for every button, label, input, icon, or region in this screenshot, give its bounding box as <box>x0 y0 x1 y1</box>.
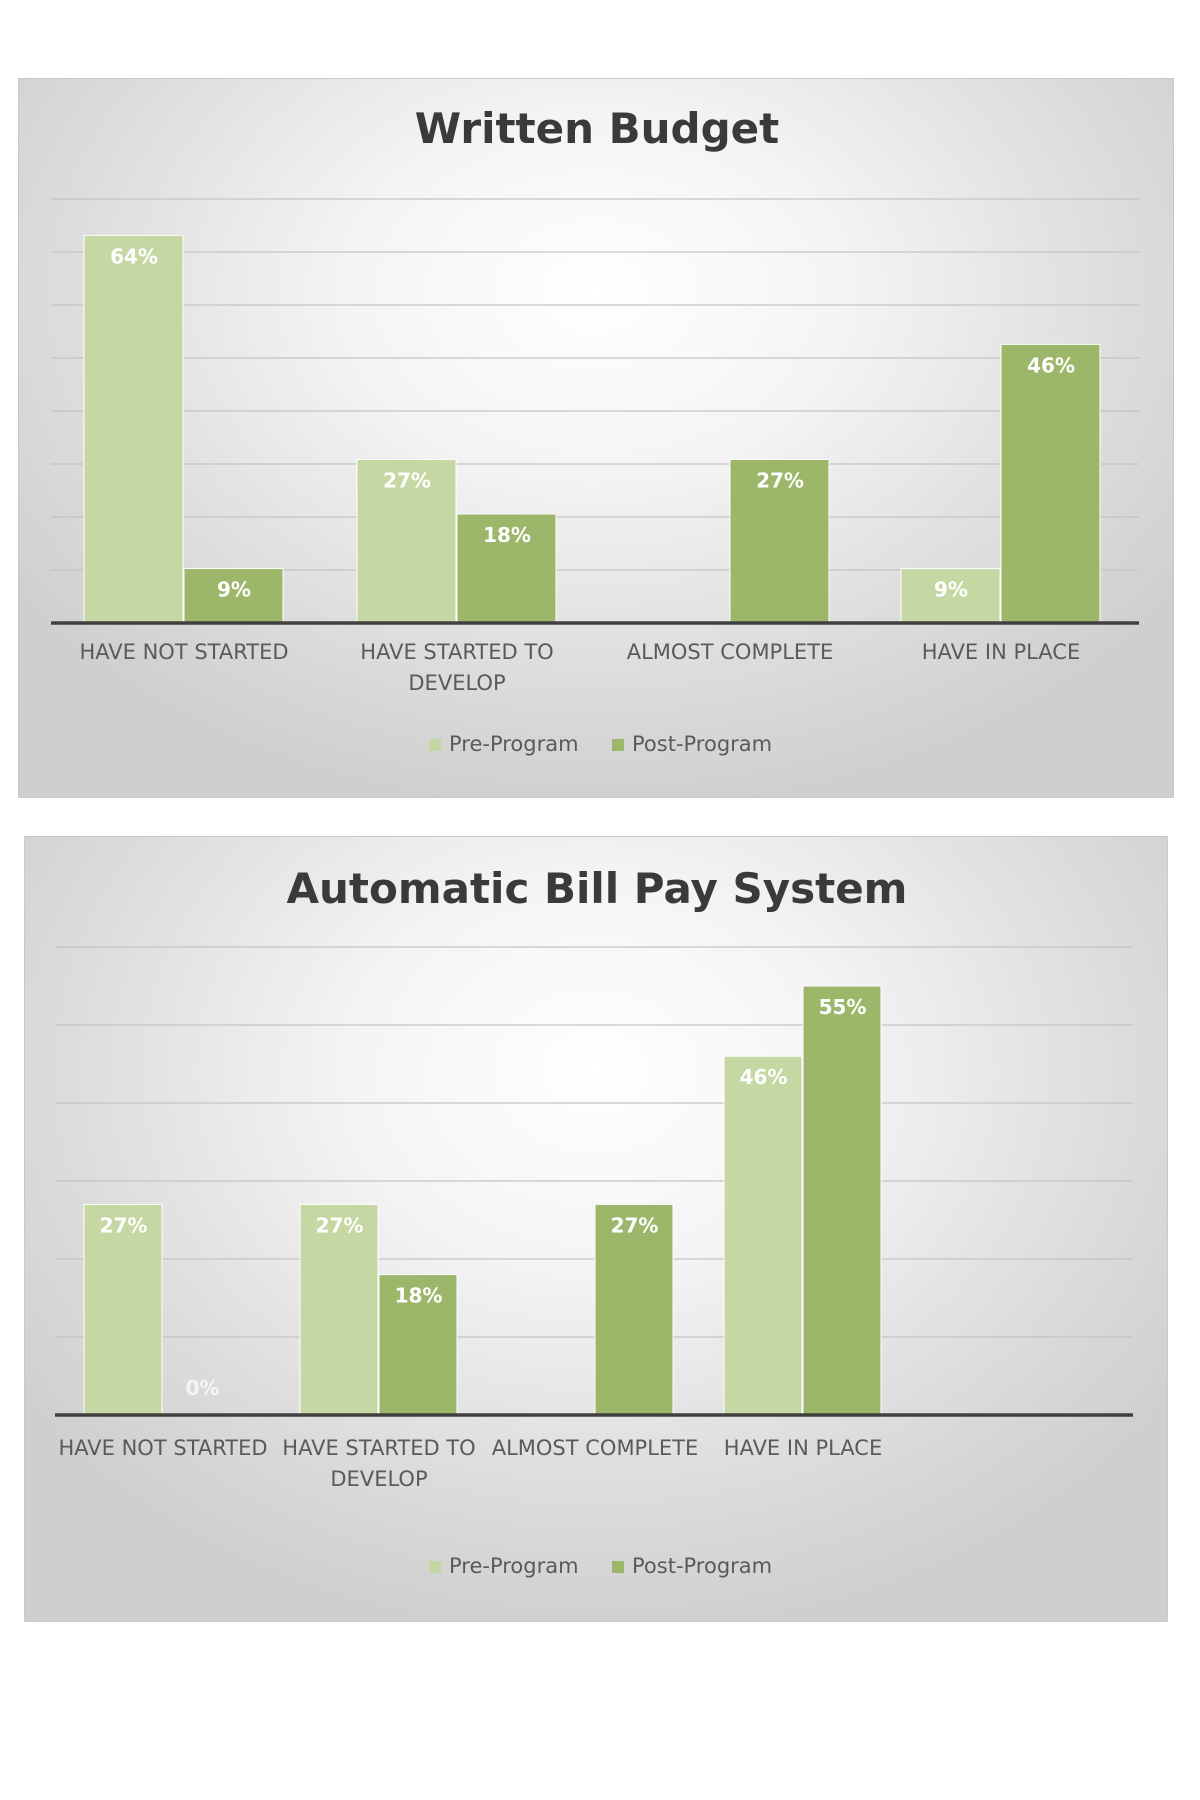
data-label: 27% <box>756 468 804 492</box>
legend-swatch-post-program <box>612 1561 624 1573</box>
data-label: 27% <box>100 1213 148 1237</box>
bar-post-program <box>802 985 882 1416</box>
category-label: HAVE STARTED TO <box>282 1436 475 1460</box>
bar-pre-program <box>83 234 184 624</box>
data-label: 18% <box>395 1284 443 1308</box>
category-label: HAVE IN PLACE <box>922 640 1080 664</box>
data-label: 55% <box>819 995 867 1019</box>
automatic-bill-pay-chart-svg: Automatic Bill Pay System 27% 0% HAVE NOT S… <box>55 864 1133 1578</box>
legend-label-post-program: Post-Program <box>632 1554 772 1578</box>
bar-pre-program <box>299 1203 379 1416</box>
category-label: HAVE NOT STARTED <box>79 640 288 664</box>
data-label: 9% <box>934 577 968 601</box>
bar-post-program <box>456 513 557 624</box>
bar-pre-program <box>723 1055 803 1416</box>
data-label: 0% <box>186 1376 220 1400</box>
legend-swatch-pre-program <box>429 739 441 751</box>
bar-pre-program <box>356 458 457 624</box>
chart-title: Written Budget <box>415 104 779 153</box>
automatic-bill-pay-chart: Automatic Bill Pay System 27% 0% HAVE NOT S… <box>24 836 1168 1622</box>
category-label: HAVE NOT STARTED <box>58 1436 267 1460</box>
bar-pre-program <box>83 1203 163 1416</box>
data-label: 18% <box>483 523 531 547</box>
category-label: ALMOST COMPLETE <box>492 1436 699 1460</box>
legend-swatch-pre-program <box>429 1561 441 1573</box>
legend-label-post-program: Post-Program <box>632 732 772 756</box>
bar-post-program <box>729 458 830 624</box>
bar-post-program <box>183 567 284 624</box>
bar-post-program <box>378 1274 458 1416</box>
written-budget-chart: Written Budget 64% 9% HAVE NOT STARTED 27% 18… <box>18 78 1174 798</box>
data-label: 9% <box>217 577 251 601</box>
data-label: 46% <box>740 1065 788 1089</box>
category-label: HAVE STARTED TO <box>360 640 553 664</box>
legend-label-pre-program: Pre-Program <box>449 732 579 756</box>
category-label: ALMOST COMPLETE <box>627 640 834 664</box>
bar-pre-program <box>900 567 1001 624</box>
legend-label-pre-program: Pre-Program <box>449 1554 579 1578</box>
data-label: 27% <box>316 1213 364 1237</box>
category-label: DEVELOP <box>330 1467 427 1491</box>
data-label: 46% <box>1027 353 1075 377</box>
bar-post-program <box>594 1203 674 1416</box>
data-label: 27% <box>611 1213 659 1237</box>
bar-post-program <box>1000 343 1101 624</box>
category-label: DEVELOP <box>408 671 505 695</box>
data-label: 27% <box>383 468 431 492</box>
chart-title: Automatic Bill Pay System <box>287 864 908 913</box>
written-budget-chart-svg: Written Budget 64% 9% HAVE NOT STARTED 27% 18… <box>51 104 1139 756</box>
data-label: 64% <box>110 244 158 268</box>
legend-swatch-post-program <box>612 739 624 751</box>
category-label: HAVE IN PLACE <box>724 1436 882 1460</box>
